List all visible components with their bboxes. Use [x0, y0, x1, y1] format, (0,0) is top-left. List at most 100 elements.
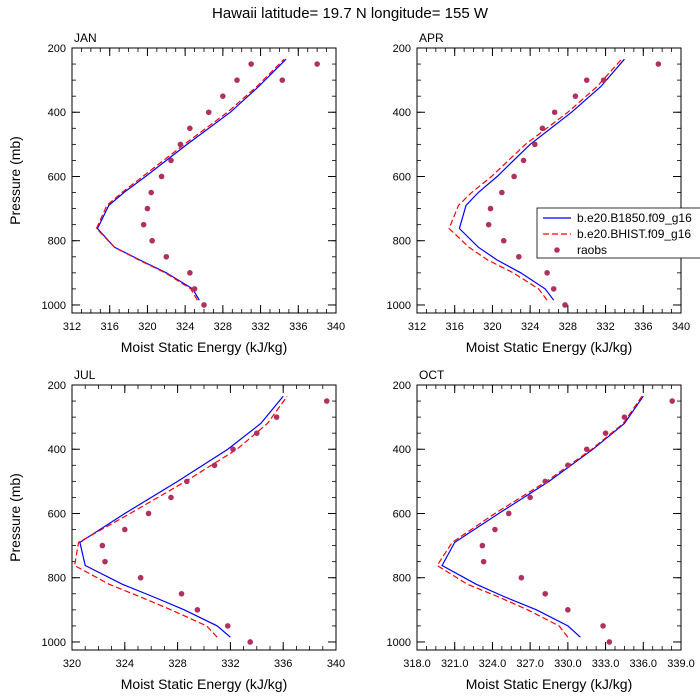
series-line-bhist	[73, 395, 288, 638]
x-tick-label: 340	[327, 321, 345, 333]
series-line-bhist	[436, 395, 643, 638]
y-tick-label: 400	[48, 107, 66, 119]
x-tick-label: 324	[521, 321, 539, 333]
raobs-point	[532, 141, 538, 148]
raobs-point	[655, 61, 662, 67]
x-tick-label: 340	[327, 658, 345, 670]
raobs-point	[205, 109, 212, 116]
raobs-point	[149, 237, 155, 244]
x-tick-label: 327.0	[516, 658, 544, 670]
raobs-point	[479, 542, 486, 549]
panel-label: OCT	[419, 368, 445, 382]
raobs-point	[184, 478, 190, 485]
y-tick-label: 800	[393, 236, 411, 248]
x-tick-label: 324	[116, 658, 134, 670]
y-tick-label: 1000	[387, 637, 411, 649]
raobs-point	[562, 302, 568, 308]
legend-swatch-raobs	[554, 247, 560, 253]
raobs-point	[527, 494, 533, 501]
y-tick-label: 800	[48, 573, 66, 585]
y-tick-label: 1000	[42, 637, 66, 649]
raobs-point	[187, 125, 193, 132]
y-tick-label: 800	[393, 573, 411, 585]
raobs-point	[516, 253, 522, 260]
raobs-point	[248, 61, 254, 67]
plot-frame	[71, 47, 337, 314]
raobs-point	[187, 270, 193, 276]
y-tick-label: 400	[48, 444, 66, 456]
raobs-point	[583, 77, 590, 83]
raobs-point	[99, 542, 106, 549]
raobs-point	[194, 607, 201, 613]
raobs-point	[122, 526, 128, 533]
x-tick-label: 324	[176, 321, 194, 333]
plot-frame	[71, 384, 337, 651]
y-tick-label: 200	[393, 43, 411, 55]
y-tick-label: 600	[393, 171, 411, 183]
legend-entry: b.e20.BHIST.f09_g16	[577, 227, 691, 241]
x-axis-label: Moist Static Energy (kJ/kg)	[121, 676, 288, 692]
raobs-point	[224, 623, 231, 629]
panel-jul: JUL 320 324 328 332 336 340 200 400 600 800 1000 Moi…	[7, 368, 345, 692]
raobs-point	[279, 77, 286, 83]
raobs-point	[178, 590, 185, 597]
raobs-point	[544, 270, 550, 276]
legend: b.e20.B1850.f09_g16 b.e20.BHIST.f09_g16ra…	[536, 207, 700, 259]
raobs-point	[137, 574, 144, 581]
x-tick-label: 336	[634, 321, 652, 333]
raobs-point	[273, 414, 280, 420]
raobs-point	[230, 446, 236, 453]
y-tick-label: 600	[393, 508, 411, 520]
series-line-b1850	[458, 58, 625, 301]
y-tick-label: 200	[48, 380, 66, 392]
raobs-point	[234, 77, 240, 83]
x-tick-label: 318.0	[403, 658, 431, 670]
x-axis-label: Moist Static Energy (kJ/kg)	[121, 339, 288, 355]
raobs-point	[565, 462, 571, 469]
raobs-point	[102, 558, 108, 565]
raobs-point	[163, 253, 170, 260]
x-tick-label: 320	[483, 321, 501, 333]
raobs-point	[177, 141, 184, 148]
x-tick-label: 316	[101, 321, 119, 333]
raobs-point	[572, 93, 579, 99]
raobs-point	[518, 574, 525, 581]
raobs-point	[606, 639, 613, 645]
raobs-point	[145, 510, 152, 517]
y-tick-label: 200	[393, 380, 411, 392]
raobs-point	[669, 398, 675, 404]
raobs-point	[485, 221, 492, 228]
y-tick-label: 400	[393, 444, 411, 456]
raobs-point	[551, 109, 558, 116]
y-tick-label: 600	[48, 508, 66, 520]
panel-label: APR	[419, 31, 444, 45]
x-tick-label: 332	[596, 321, 614, 333]
raobs-point	[520, 157, 527, 164]
x-tick-label: 333.0	[592, 658, 620, 670]
legend-entry: raobs	[577, 243, 607, 257]
x-tick-label: 320	[138, 321, 156, 333]
panels: JAN 312 316 320 324 328 332 336 340 200 400 600 800 1…	[7, 31, 695, 692]
series-line-b1850	[79, 395, 284, 638]
raobs-point	[220, 93, 226, 99]
raobs-point	[511, 173, 517, 180]
x-tick-label: 316	[446, 321, 464, 333]
raobs-point	[480, 558, 487, 565]
panel-apr: APR 312 316 320 324 328 332 336 340 200 400 600 800 1…	[387, 31, 691, 355]
x-tick-label: 332	[251, 321, 269, 333]
panel-label: JUL	[74, 368, 96, 382]
y-tick-label: 1000	[42, 300, 66, 312]
x-axis-label: Moist Static Energy (kJ/kg)	[466, 339, 633, 355]
raobs-point	[550, 286, 557, 292]
raobs-point	[168, 157, 174, 164]
raobs-point	[492, 526, 498, 533]
raobs-point	[201, 302, 207, 308]
figure-title: Hawaii latitude= 19.7 N longitude= 155 W	[212, 5, 489, 22]
raobs-point	[542, 478, 549, 485]
x-tick-label: 336.0	[630, 658, 658, 670]
x-tick-label: 336	[274, 658, 292, 670]
panel-oct: OCT 318.0 321.0 324.0 327.0 330.0 333.0 336.0 33…	[387, 368, 695, 692]
x-tick-label: 339.0	[667, 658, 695, 670]
raobs-point	[583, 446, 590, 453]
